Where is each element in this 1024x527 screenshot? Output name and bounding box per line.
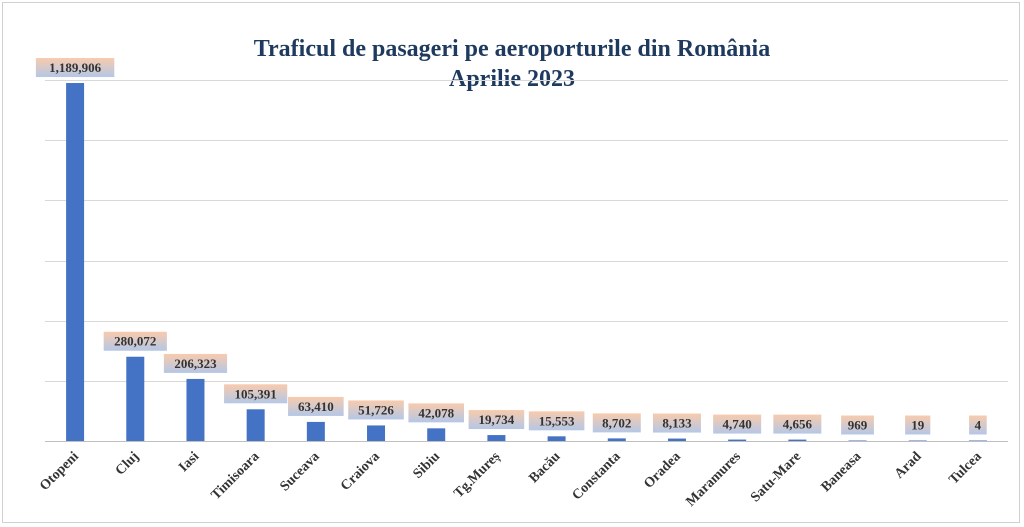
data-label: 42,078 [418, 405, 454, 420]
bar-arad [908, 440, 927, 441]
data-label: 19,734 [479, 412, 515, 427]
data-label-bg [103, 331, 167, 351]
chart-subtitle: Aprilie 2023 [449, 66, 575, 92]
data-label-bg [841, 415, 874, 435]
data-label: 19 [911, 418, 925, 433]
x-tick-label: Baneasa [819, 449, 865, 495]
x-tick-label: Tulcea [946, 449, 984, 487]
x-tick-label: Suceava [277, 449, 322, 494]
x-tick-label: Sibiu [410, 449, 443, 482]
bar-bac-u [547, 436, 566, 441]
x-tick-label: Maramures [684, 449, 745, 510]
data-label: 15,553 [539, 413, 575, 428]
bar-satu-mare [788, 439, 807, 441]
bar-maramures [728, 439, 747, 441]
bar-tulcea [968, 440, 987, 441]
bar-timisoara [246, 409, 265, 441]
x-tick-label: Otopeni [37, 449, 82, 494]
x-tick-label: Oradea [641, 449, 684, 492]
bar-craiova [367, 425, 386, 441]
data-label-bg [905, 415, 931, 435]
data-label-bg [652, 413, 701, 433]
data-label: 4,740 [723, 417, 752, 432]
data-label-bg [408, 403, 465, 423]
data-label-bg [969, 415, 987, 435]
data-label-bg [35, 58, 115, 78]
bar-cluj [126, 356, 145, 441]
bar-baneasa [848, 440, 867, 441]
bar-suceava [306, 421, 325, 441]
bar-iasi [186, 378, 205, 441]
bar-oradea [667, 438, 686, 441]
x-tick-label: Bacău [526, 449, 563, 486]
bar-sibiu [427, 428, 446, 441]
x-tick-label: Arad [892, 449, 925, 482]
data-label-bg [163, 353, 228, 373]
bar-otopeni [66, 83, 85, 441]
chart-title: Traficul de pasageri pe aeroporturile di… [253, 36, 771, 62]
x-tick-label: Iasi [176, 449, 202, 475]
data-label-bg [592, 413, 641, 433]
x-tick-label: Tg.Mureș [451, 449, 503, 501]
data-label-bg [348, 400, 404, 420]
data-label: 280,072 [114, 334, 156, 349]
data-label: 51,726 [358, 402, 394, 417]
x-tick-label: Timisoara [209, 449, 263, 503]
data-label: 206,323 [174, 356, 217, 371]
data-label: 105,391 [235, 386, 277, 401]
data-label-bg [224, 384, 288, 404]
data-label: 969 [848, 418, 868, 433]
data-label-bg [468, 410, 525, 430]
data-label-bg [773, 414, 822, 434]
x-tick-label: Craiova [338, 449, 383, 494]
data-label-bg [713, 414, 762, 434]
data-label-bg [528, 411, 585, 431]
data-label: 8,702 [602, 415, 631, 430]
data-label: 8,133 [662, 416, 692, 431]
bar-tg-mure- [487, 435, 506, 441]
x-tick-label: Constanta [570, 449, 624, 503]
data-label: 4 [975, 418, 982, 433]
data-label: 4,656 [783, 417, 813, 432]
x-tick-label: Satu-Mare [748, 449, 804, 505]
data-label: 1,189,906 [49, 60, 102, 75]
data-label-bg [288, 396, 344, 416]
x-tick-label: Cluj [113, 449, 142, 478]
bar-constanta [607, 438, 626, 441]
data-label: 63,410 [298, 399, 334, 414]
